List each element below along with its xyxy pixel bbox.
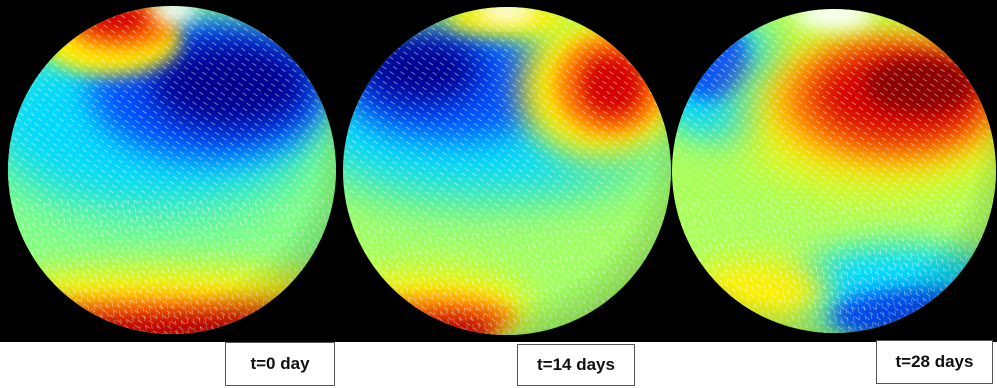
- sphere-t0: [8, 6, 336, 334]
- sphere-t14: [343, 7, 671, 335]
- time-label-t0: t=0 day: [225, 342, 335, 386]
- time-label-t14: t=14 days: [517, 344, 635, 386]
- time-label-t28: t=28 days: [876, 340, 993, 384]
- spheres-canvas: [8, 6, 996, 335]
- sphere-t28: [672, 9, 996, 333]
